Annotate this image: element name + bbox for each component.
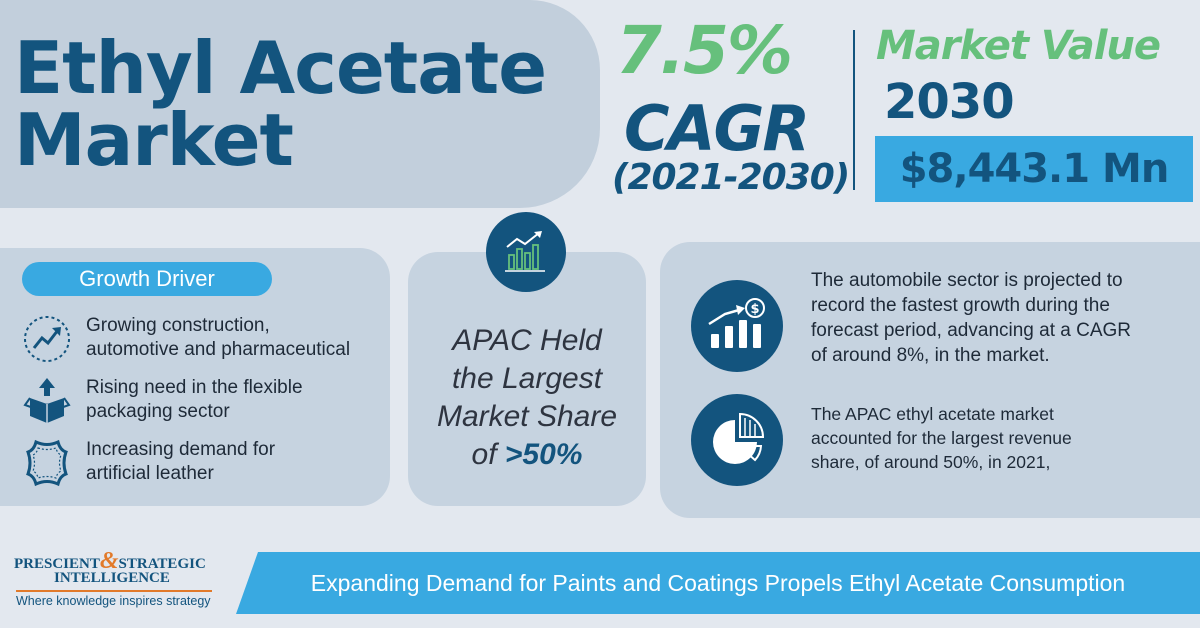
logo-word-1: PRESCIENT (14, 556, 100, 572)
growth-driver-text: Growing construction, (86, 315, 270, 336)
company-logo: PRESCIENT&STRATEGIC INTELLIGENCE Where k… (14, 548, 224, 618)
insight-apac-revenue: The APAC ethyl acetate market accounted … (811, 402, 1191, 474)
market-value-year: 2030 (884, 74, 1015, 130)
cagr-period: (2021-2030) (612, 157, 850, 198)
insight-line: The automobile sector is projected to (811, 270, 1123, 291)
logo-divider (16, 590, 212, 592)
cagr-label: CAGR (624, 92, 810, 165)
apac-share-highlight: >50% (504, 438, 583, 471)
insight-line: The APAC ethyl acetate market (811, 404, 1054, 424)
growth-driver-text: Rising need in the flexible (86, 377, 303, 398)
page-title-line-2: Market (14, 98, 294, 182)
svg-text:$: $ (750, 302, 759, 317)
revenue-growth-icon: $ (691, 280, 783, 372)
apac-line: Market Share (436, 400, 618, 433)
growth-driver-text: packaging sector (86, 401, 230, 422)
apac-panel (408, 252, 646, 506)
header-divider (853, 30, 855, 190)
insight-line: forecast period, advancing at a CAGR (811, 320, 1132, 341)
insight-line: of around 8%, in the market. (811, 345, 1050, 366)
cagr-value: 7.5% (616, 12, 793, 89)
logo-tagline: Where knowledge inspires strategy (16, 594, 211, 608)
insight-automobile: The automobile sector is projected to re… (811, 268, 1191, 368)
apac-prefix: of (471, 438, 505, 471)
pie-chart-icon (691, 394, 783, 486)
logo-word-2: STRATEGIC (118, 556, 206, 572)
page-title-line-1: Ethyl Acetate (14, 26, 547, 110)
insight-line: record the fastest growth during the (811, 295, 1110, 316)
apac-line: APAC Held (452, 324, 602, 357)
insight-line: share, of around 50%, in 2021, (811, 452, 1051, 472)
apac-statement: APAC Held the Largest Market Share of >5… (408, 322, 646, 474)
growth-driver-text: Increasing demand for (86, 439, 276, 460)
market-value-title: Market Value (876, 23, 1161, 69)
title-panel (0, 0, 600, 208)
growth-driver-item: Rising need in the flexible packaging se… (22, 376, 396, 426)
package-box-icon (22, 376, 72, 426)
growth-driver-item: Growing construction, automotive and pha… (22, 314, 396, 364)
growth-driver-text: automotive and pharmaceutical (86, 339, 351, 360)
footer-banner: Expanding Demand for Paints and Coatings… (236, 552, 1200, 614)
growth-driver-heading: Growth Driver (22, 262, 272, 296)
leather-hide-icon (22, 438, 72, 488)
logo-ampersand: & (99, 548, 119, 574)
bar-chart-growth-icon (486, 212, 566, 292)
growth-chart-icon (22, 314, 72, 364)
logo-word-3: INTELLIGENCE (54, 570, 170, 586)
growth-driver-text: artificial leather (86, 463, 214, 484)
insight-line: accounted for the largest revenue (811, 428, 1072, 448)
apac-line: the Largest (451, 362, 603, 395)
market-value-amount: $8,443.1 Mn (875, 136, 1193, 202)
apac-line-last: of >50% (408, 436, 646, 474)
growth-driver-item: Increasing demand for artificial leather (22, 438, 396, 488)
